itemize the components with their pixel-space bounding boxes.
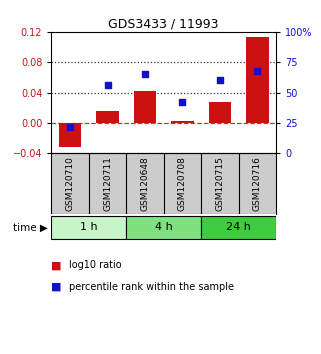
Bar bbox=[171, 121, 194, 123]
FancyBboxPatch shape bbox=[126, 216, 201, 239]
Text: GSM120648: GSM120648 bbox=[141, 156, 150, 211]
Text: 24 h: 24 h bbox=[226, 222, 251, 232]
Text: 1 h: 1 h bbox=[80, 222, 98, 232]
Text: log10 ratio: log10 ratio bbox=[69, 261, 122, 270]
Text: ■: ■ bbox=[51, 282, 62, 292]
Bar bbox=[134, 91, 156, 123]
Bar bbox=[96, 111, 119, 123]
Text: GSM120715: GSM120715 bbox=[215, 156, 224, 211]
Text: ■: ■ bbox=[51, 261, 62, 270]
Text: GSM120711: GSM120711 bbox=[103, 156, 112, 211]
Point bbox=[180, 99, 185, 105]
Bar bbox=[59, 123, 81, 147]
Point bbox=[143, 72, 148, 77]
Title: GDS3433 / 11993: GDS3433 / 11993 bbox=[108, 18, 219, 31]
Text: percentile rank within the sample: percentile rank within the sample bbox=[69, 282, 234, 292]
FancyBboxPatch shape bbox=[201, 216, 276, 239]
Point bbox=[255, 68, 260, 74]
FancyBboxPatch shape bbox=[51, 216, 126, 239]
Text: GSM120708: GSM120708 bbox=[178, 156, 187, 211]
Text: time ▶: time ▶ bbox=[13, 222, 48, 232]
Point bbox=[105, 82, 110, 88]
Text: 4 h: 4 h bbox=[155, 222, 173, 232]
Text: GSM120710: GSM120710 bbox=[65, 156, 74, 211]
Text: GSM120716: GSM120716 bbox=[253, 156, 262, 211]
Point bbox=[67, 124, 73, 130]
Bar bbox=[209, 102, 231, 123]
Point bbox=[217, 78, 222, 83]
Bar bbox=[246, 37, 269, 123]
